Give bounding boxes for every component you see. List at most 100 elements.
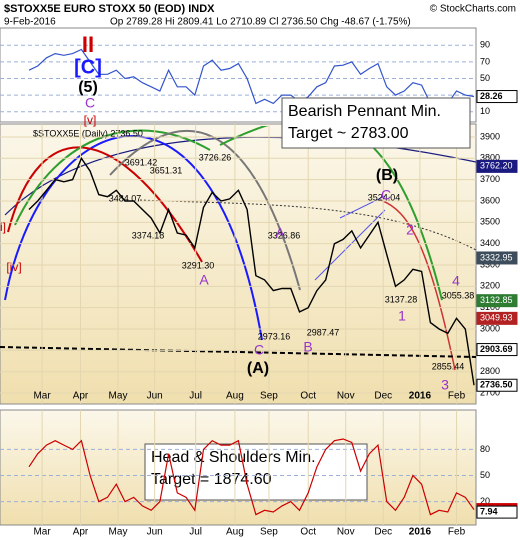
x-tick-label: Mar bbox=[33, 391, 51, 402]
annotation: [C] bbox=[74, 56, 102, 78]
annotation: 3326.86 bbox=[268, 230, 301, 240]
y-tick-label: 50 bbox=[480, 73, 490, 83]
x-tick-label: Jul bbox=[189, 391, 202, 402]
price-label-box bbox=[476, 505, 518, 519]
y-tick-label: 20 bbox=[480, 496, 490, 506]
x-tick-label: Nov bbox=[337, 391, 355, 402]
annotation: 2973.16 bbox=[258, 331, 291, 341]
callout-text: Bearish Pennant Min. bbox=[288, 103, 441, 120]
annotation: 2 bbox=[406, 222, 414, 238]
y-tick-label: 3700 bbox=[480, 174, 500, 184]
annotation: 3726.26 bbox=[199, 152, 232, 162]
price-label: 28.26 bbox=[480, 91, 503, 101]
price-label-box bbox=[476, 159, 518, 173]
x-tick-label: Sep bbox=[260, 527, 278, 538]
ohlc: Op 2789.28 Hi 2809.41 Lo 2710.89 Cl 2736… bbox=[110, 17, 411, 28]
price-label: 7.94 bbox=[480, 506, 498, 516]
callout-text: Target = 1874.60 bbox=[151, 471, 272, 488]
callout-box bbox=[281, 97, 471, 149]
annotation: 3484.07 bbox=[109, 193, 142, 203]
y-tick-label: 2700 bbox=[480, 387, 500, 397]
annotation: 1 bbox=[398, 308, 406, 324]
price-label-box bbox=[476, 343, 518, 357]
x-tick-label: Mar bbox=[33, 527, 51, 538]
annotation: A bbox=[199, 272, 209, 288]
callout-text: Target ~ 2783.00 bbox=[288, 125, 409, 142]
price-label-box bbox=[476, 251, 518, 265]
x-tick-label: May bbox=[109, 391, 128, 402]
annotation: C bbox=[85, 95, 95, 111]
chart-title: $STOXX5E EURO STOXX 50 (EOD) INDX bbox=[4, 3, 215, 15]
y-tick-label: 80 bbox=[480, 444, 490, 454]
annotation: (B) bbox=[376, 167, 398, 184]
annotation: 3055.38 bbox=[442, 290, 475, 300]
annotation: i] bbox=[0, 220, 6, 234]
price-label: 2736.50 bbox=[480, 380, 513, 390]
x-tick-label: Feb bbox=[448, 527, 466, 538]
price-label-box bbox=[476, 294, 518, 308]
annotation: II bbox=[82, 32, 94, 57]
series-line bbox=[28, 438, 475, 516]
x-tick-label: Dec bbox=[374, 391, 392, 402]
y-tick-label: 3500 bbox=[480, 217, 500, 227]
price-label-box bbox=[476, 90, 518, 104]
y-tick-label: 3800 bbox=[480, 153, 500, 163]
x-tick-label: May bbox=[109, 527, 128, 538]
price-label: 3132.85 bbox=[480, 295, 513, 305]
series-line bbox=[28, 156, 475, 386]
x-tick-label: Aug bbox=[226, 391, 244, 402]
main-panel bbox=[0, 123, 477, 405]
price-label: 3762.20 bbox=[480, 161, 513, 171]
annotation: 3691.42 bbox=[125, 157, 158, 167]
y-tick-label: 3600 bbox=[480, 195, 500, 205]
annotation: (A) bbox=[247, 360, 269, 377]
x-tick-label: Feb bbox=[448, 391, 466, 402]
y-tick-label: 10 bbox=[480, 106, 490, 116]
y-tick-label: 3900 bbox=[480, 131, 500, 141]
pennant-lines bbox=[314, 195, 386, 281]
y-tick-label: 3200 bbox=[480, 281, 500, 291]
x-tick-label: 2016 bbox=[409, 391, 432, 402]
price-label: 3049.93 bbox=[480, 313, 513, 323]
y-tick-label: 3400 bbox=[480, 238, 500, 248]
annotation: (5) bbox=[78, 79, 98, 96]
legend: $STOXX5E (Daily) 2736.50 bbox=[33, 128, 143, 138]
price-label: 2903.69 bbox=[480, 344, 513, 354]
series-line bbox=[28, 48, 475, 105]
y-tick-label: 2800 bbox=[480, 366, 500, 376]
annotation: 2987.47 bbox=[307, 327, 340, 337]
callout-text: Head & Shoulders Min. bbox=[151, 449, 316, 466]
annotation: A bbox=[275, 225, 285, 241]
annotation: C bbox=[254, 342, 264, 358]
annotation: 3374.18 bbox=[132, 230, 165, 240]
annotation: 3291.30 bbox=[182, 260, 215, 270]
neckline bbox=[0, 346, 476, 358]
callout-box bbox=[144, 443, 368, 501]
y-tick-label: 3000 bbox=[480, 323, 500, 333]
annotation: 4 bbox=[452, 273, 460, 289]
x-tick-label: Dec bbox=[374, 527, 392, 538]
x-tick-label: 2016 bbox=[409, 527, 432, 538]
x-tick-label: Oct bbox=[300, 527, 316, 538]
price-label: 3332.95 bbox=[480, 252, 513, 262]
annotation: 3 bbox=[441, 377, 449, 393]
x-tick-label: Jun bbox=[147, 527, 163, 538]
y-tick-label: 90 bbox=[480, 40, 490, 50]
date: 9-Feb-2016 bbox=[4, 17, 56, 28]
source: © StockCharts.com bbox=[430, 4, 516, 15]
x-tick-label: Apr bbox=[73, 391, 89, 402]
y-tick-label: 50 bbox=[480, 470, 490, 480]
x-tick-label: Oct bbox=[300, 391, 316, 402]
annotation: 3651.31 bbox=[150, 165, 183, 175]
y-tick-label: 70 bbox=[480, 56, 490, 66]
x-tick-label: Sep bbox=[260, 391, 278, 402]
annotation: 2855.44 bbox=[432, 361, 465, 371]
x-tick-label: Apr bbox=[73, 527, 89, 538]
dotted-average bbox=[139, 199, 476, 251]
x-tick-label: Jul bbox=[189, 527, 202, 538]
price-label-box bbox=[476, 378, 518, 392]
annotation: C bbox=[381, 187, 391, 203]
x-tick-label: Nov bbox=[337, 527, 355, 538]
annotation: [iv] bbox=[6, 260, 21, 274]
annotation: B bbox=[303, 339, 312, 355]
